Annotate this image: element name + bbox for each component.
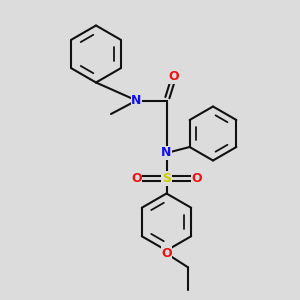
Text: O: O (191, 172, 202, 185)
Text: O: O (161, 247, 172, 260)
Text: N: N (161, 146, 172, 160)
Text: O: O (131, 172, 142, 185)
Text: O: O (169, 70, 179, 83)
Text: S: S (162, 172, 171, 185)
Text: N: N (131, 94, 142, 107)
